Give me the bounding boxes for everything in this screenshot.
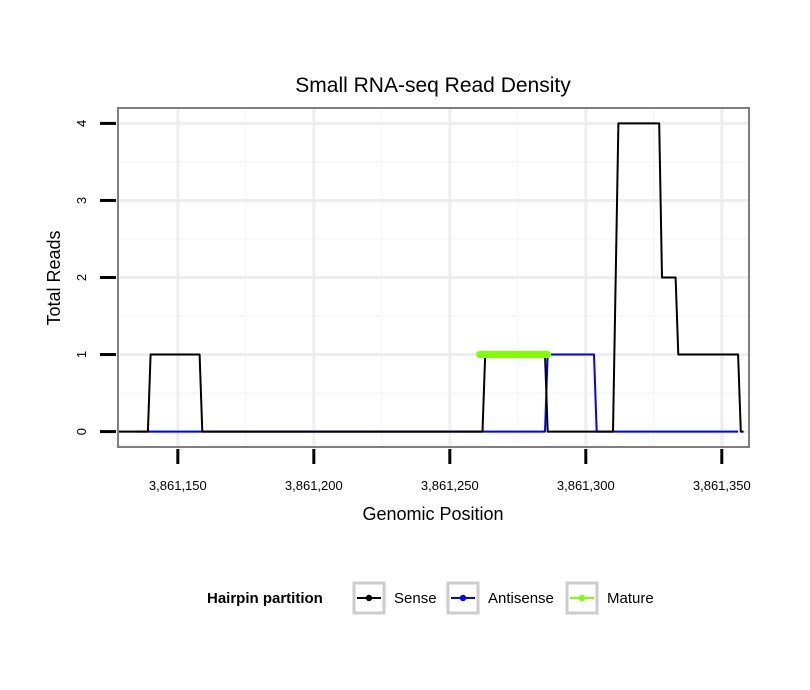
x-axis: 3,861,150 3,861,200 3,861,250 3,861,300 3,86… (149, 449, 751, 493)
legend-label: Mature (607, 590, 654, 607)
x-tick-label: 3,861,150 (149, 478, 207, 493)
x-tick-label: 3,861,250 (421, 478, 479, 493)
series-layer (118, 122, 744, 433)
y-tick-label: 1 (74, 351, 89, 358)
legend-title: Hairpin partition (207, 590, 323, 607)
legend: Hairpin partition Sense Antisense Mature (207, 581, 654, 615)
plot-panel (117, 107, 750, 448)
legend-label: Sense (394, 590, 437, 607)
series-line-sense (118, 122, 744, 433)
y-axis: 0 1 2 3 4 (74, 120, 116, 435)
x-tick-label: 3,861,200 (285, 478, 343, 493)
x-tick-label: 3,861,300 (557, 478, 615, 493)
legend-item-antisense: Antisense (446, 581, 554, 615)
legend-item-sense: Sense (352, 581, 437, 615)
y-tick-label: 2 (74, 274, 89, 281)
legend-label: Antisense (488, 590, 554, 607)
legend-key-point (459, 594, 467, 602)
x-tick-label: 3,861,350 (693, 478, 751, 493)
chart-title: Small RNA-seq Read Density (295, 74, 571, 97)
y-tick-label: 4 (74, 120, 89, 127)
legend-item-mature: Mature (565, 581, 654, 615)
y-tick-label: 3 (74, 197, 89, 204)
legend-key-point (365, 594, 373, 602)
x-axis-title: Genomic Position (362, 504, 503, 524)
legend-key-point (578, 594, 586, 602)
grid (118, 108, 749, 447)
y-tick-label: 0 (74, 428, 89, 435)
y-axis-title: Total Reads (44, 230, 64, 325)
